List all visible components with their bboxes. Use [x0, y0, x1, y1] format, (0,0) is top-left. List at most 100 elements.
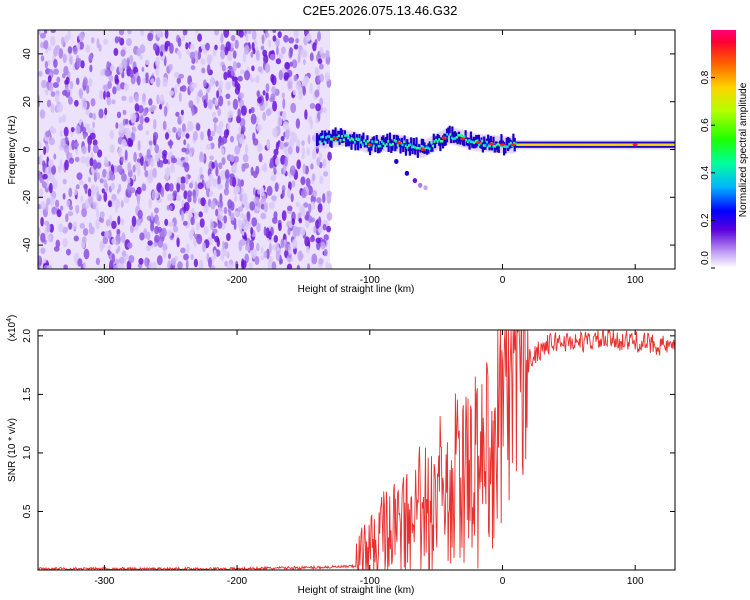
trace-core	[505, 145, 508, 148]
trace-core	[412, 145, 415, 149]
noise-blob	[311, 173, 316, 182]
noise-blob	[123, 83, 129, 92]
noise-blob	[255, 50, 260, 61]
noise-blob	[272, 35, 277, 42]
noise-blob	[108, 74, 114, 82]
noise-blob	[69, 157, 75, 164]
noise-blob	[244, 45, 250, 55]
noise-blob	[89, 132, 96, 140]
noise-blob	[96, 208, 100, 219]
noise-blob	[147, 173, 154, 184]
noise-blob	[156, 226, 163, 233]
noise-blob	[323, 171, 329, 177]
trace-band	[318, 134, 321, 141]
noise-blob	[90, 184, 96, 192]
noise-blob	[147, 240, 153, 246]
noise-blob	[281, 189, 285, 198]
noise-blob	[221, 148, 225, 155]
noise-blob	[234, 195, 238, 203]
noise-blob	[318, 258, 324, 265]
noise-blob	[58, 165, 62, 173]
trace-band	[492, 136, 495, 145]
noise-blob	[154, 234, 160, 243]
noise-blob	[225, 81, 232, 91]
noise-blob	[156, 30, 162, 38]
noise-blob	[182, 220, 188, 226]
noise-blob	[252, 170, 258, 179]
noise-blob	[192, 194, 197, 204]
trace-band	[339, 128, 342, 141]
noise-blob	[287, 227, 291, 236]
noise-blob	[66, 200, 71, 206]
noise-blob	[287, 205, 293, 212]
noise-blob	[145, 72, 149, 80]
noise-blob	[279, 141, 285, 150]
noise-blob	[80, 121, 84, 132]
trace-hotspot	[367, 143, 373, 147]
noise-blob	[106, 96, 112, 106]
y-tick-label: -40	[22, 237, 33, 252]
noise-blob	[167, 193, 174, 202]
noise-blob	[128, 55, 134, 65]
x-tick-label: -200	[227, 275, 247, 286]
trace-core	[339, 139, 342, 142]
noise-blob	[242, 52, 246, 63]
noise-blob	[218, 213, 223, 222]
noise-blob	[230, 34, 236, 42]
noise-blob	[95, 257, 100, 266]
noise-blob	[76, 60, 81, 68]
noise-blob	[191, 107, 195, 116]
trace-band	[382, 135, 385, 147]
noise-blob	[150, 104, 157, 111]
noise-blob	[73, 142, 79, 148]
noise-blob	[85, 44, 91, 53]
noise-blob	[87, 142, 91, 154]
noise-blob	[242, 153, 249, 163]
noise-blob	[232, 176, 237, 188]
trace-band	[457, 131, 461, 143]
noise-blob	[239, 69, 245, 75]
noise-blob	[46, 181, 49, 189]
noise-blob	[80, 156, 87, 164]
noise-blob	[136, 48, 142, 57]
noise-blob	[62, 53, 67, 64]
noise-blob	[263, 251, 268, 258]
trace-band	[447, 127, 450, 135]
noise-blob	[170, 258, 177, 266]
noise-blob	[53, 58, 58, 68]
noise-blob	[40, 201, 47, 210]
noise-blob	[295, 201, 300, 208]
noise-blob	[197, 182, 204, 190]
noise-blob	[260, 45, 265, 51]
trace-core	[457, 133, 460, 137]
noise-blob	[327, 151, 332, 161]
noise-blob	[304, 75, 310, 84]
noise-blob	[128, 96, 135, 103]
trace-band	[452, 132, 455, 144]
noise-blob	[298, 217, 303, 224]
noise-blob	[226, 51, 233, 62]
noise-blob	[224, 251, 229, 257]
noise-blob	[140, 155, 144, 166]
noise-blob	[102, 168, 107, 178]
trace-band	[430, 145, 433, 152]
noise-blob	[75, 77, 80, 86]
trace-core	[474, 140, 477, 143]
noise-blob	[78, 32, 85, 42]
noise-blob	[220, 50, 226, 59]
noise-blob	[38, 95, 41, 104]
noise-blob	[155, 57, 160, 68]
snr-panel: -300 -200 -100 0 100 0.5 1.0 1.5 2.0 Height of …	[6, 315, 676, 596]
trace-band	[357, 140, 360, 151]
noise-blob	[163, 105, 168, 117]
noise-blob	[148, 261, 153, 269]
noise-blob	[262, 90, 266, 96]
noise-blob	[127, 183, 132, 194]
noise-blob	[62, 89, 68, 96]
trace-core	[350, 137, 353, 140]
noise-blob	[283, 142, 288, 148]
signal-trace	[313, 125, 675, 191]
trace-core	[476, 139, 479, 143]
noise-blob	[132, 174, 136, 181]
trace-band	[453, 131, 457, 142]
